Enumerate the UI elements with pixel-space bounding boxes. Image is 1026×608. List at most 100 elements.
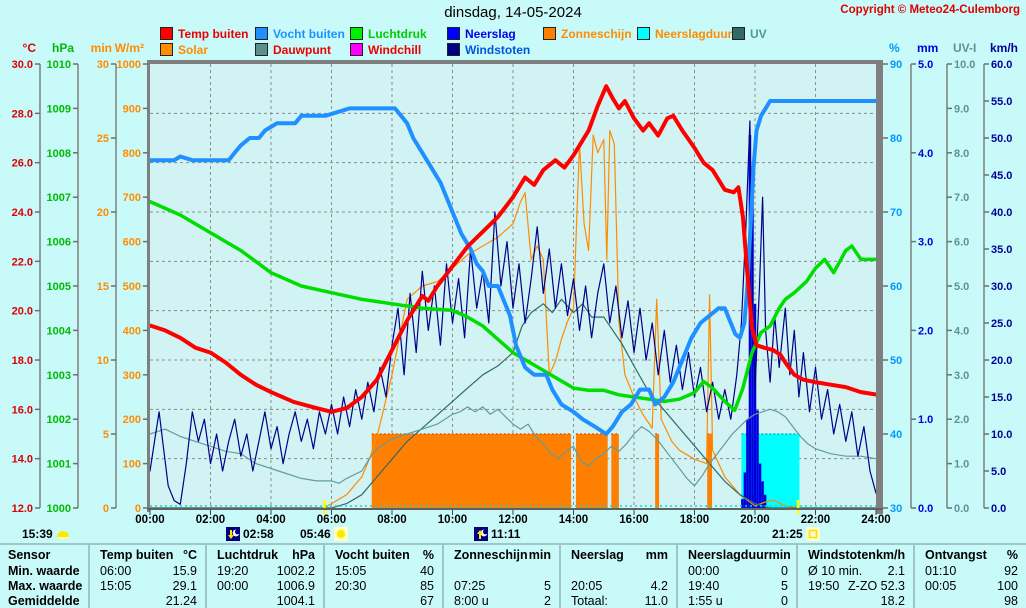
axis-tick-label: 1009 xyxy=(47,103,71,115)
legend-label: Zonneschijn xyxy=(561,26,632,41)
table-cell: 06:00 15.9 xyxy=(90,563,205,578)
table-cell: 07:25 5 xyxy=(444,578,559,593)
axis-tick-label: 0 xyxy=(135,503,141,515)
zonneschijn-block xyxy=(611,434,619,508)
zonneschijn-block xyxy=(655,434,660,508)
table-column-vocht-buiten: Vocht buiten% 15:05 40 20:30 85 67 xyxy=(323,545,442,608)
axis-tick-label: 80 xyxy=(890,133,902,145)
cell-value: 18.2 xyxy=(880,593,905,608)
table-column-windstoten: Windstoten km/h Ø 10 min. 2.1 19:50 Z-ZO 52.3… xyxy=(796,545,913,608)
cell-time: 00:00 xyxy=(217,578,249,593)
cell-time: 19:50 xyxy=(808,578,840,593)
legend-label: Vocht buiten xyxy=(273,26,345,41)
plot-border-bottom xyxy=(147,508,883,510)
axis-tick-label: 800 xyxy=(123,148,141,160)
legend-swatch-neerslag-icon xyxy=(447,27,460,40)
axis-tick-label: 18.0 xyxy=(12,355,33,367)
marker-21-25: 21:25 xyxy=(772,527,820,541)
axis-tick-label: 24:00 xyxy=(861,514,890,526)
stats-table: Sensor Min. waarde Max. waarde Gemiddelde Te… xyxy=(0,543,1026,608)
column-header: Zonneschijn xyxy=(454,547,528,562)
cell-time: 15:05 xyxy=(335,563,367,578)
axis-tick-label: 8.0 xyxy=(954,148,969,160)
table-cell: 00:00 0 xyxy=(678,563,796,578)
column-header: Neerslagduur xyxy=(688,547,769,562)
axis-tick-label: 1.0 xyxy=(918,414,933,426)
column-header: Windstoten xyxy=(808,547,876,562)
table-column-sensor: Sensor Min. waarde Max. waarde Gemiddelde xyxy=(0,545,88,608)
legend-swatch-neerslagduur-icon xyxy=(637,27,650,40)
column-unit: km/h xyxy=(875,547,906,562)
neerslag-bar xyxy=(753,303,757,508)
marker-time: 02:58 xyxy=(243,527,274,541)
legend-item-luchtdruk: Luchtdruk xyxy=(350,27,427,41)
zonneschijn-block xyxy=(371,434,572,508)
column-unit: % xyxy=(1006,547,1018,562)
marker-15-39: 15:39 xyxy=(22,527,70,541)
neerslag-bar xyxy=(761,481,764,508)
cell-time: 8:00 u xyxy=(454,593,489,608)
legend-swatch-luchtdruk-icon xyxy=(350,27,363,40)
axis-tick-label: 3.0 xyxy=(918,237,933,249)
cell-time: 07:25 xyxy=(454,578,486,593)
axis-tick-label: 0 xyxy=(103,503,109,515)
table-cell: 18.2 xyxy=(798,593,913,608)
axis-tick-label: 1002 xyxy=(47,414,71,426)
table-cell: 19:50 Z-ZO 52.3 xyxy=(798,578,913,593)
marker-05-46: 05:46 xyxy=(300,527,348,541)
table-cell: Ø 10 min. 2.1 xyxy=(798,563,913,578)
legend-label: Temp buiten xyxy=(178,26,249,41)
table-cell: Totaal: 11.0 xyxy=(561,593,676,608)
cell-time: 20:30 xyxy=(335,578,367,593)
moon-down-icon xyxy=(226,527,240,541)
column-header: Ontvangst xyxy=(925,547,987,562)
axis-tick-label: 700 xyxy=(123,192,141,204)
table-cell: 01:10 92 xyxy=(915,563,1026,578)
legend-item-windstoten: Windstoten xyxy=(447,43,530,57)
axis-tick-label: 10.0 xyxy=(991,429,1012,441)
column-header: Vocht buiten xyxy=(335,547,410,562)
windstoten-line xyxy=(149,120,877,505)
axis-tick-label: min xyxy=(91,41,112,55)
cell-time: 19:20 xyxy=(217,563,249,578)
axis-tick-label: 20.0 xyxy=(12,306,33,318)
axis-tick-label: 1000 xyxy=(47,503,71,515)
cell-value: 5 xyxy=(781,578,788,593)
cell-time: Ø 10 min. xyxy=(808,563,863,578)
cell-value: 0 xyxy=(781,593,788,608)
marker-11-11: 11:11 xyxy=(474,527,520,541)
neerslag-bar xyxy=(756,410,759,508)
neerslag-bar xyxy=(743,472,747,508)
marker-time: 11:11 xyxy=(491,527,521,541)
table-cell: 98 xyxy=(915,593,1026,608)
column-unit: % xyxy=(422,547,434,562)
legend-item-neerslagduur: Neerslagduur xyxy=(637,27,732,41)
axis-tick-label: mm xyxy=(917,41,938,55)
axis-tick-label: 7.0 xyxy=(954,192,969,204)
sun-icon xyxy=(333,527,348,541)
axis-tick-label: 1000 xyxy=(117,59,141,71)
axis-tick-label: 15.0 xyxy=(991,392,1012,404)
plot-border-top xyxy=(147,60,883,64)
axis-tick-label: 14:00 xyxy=(559,514,588,526)
axis-tick-label: 2.0 xyxy=(918,325,933,337)
cell-time: 01:10 xyxy=(925,563,957,578)
table-column-ontvangst: Ontvangst% 01:10 92 00:05 100 98 xyxy=(913,545,1026,608)
axis-tick-label: 15 xyxy=(97,281,109,293)
neerslag-bar xyxy=(746,419,749,508)
axis-tick-label: 2.0 xyxy=(954,414,969,426)
legend-item-dauwpunt: Dauwpunt xyxy=(255,43,331,57)
axis-tick-label: 3.0 xyxy=(954,370,969,382)
marker-time: 05:46 xyxy=(300,527,331,541)
table-header-cell: Windstoten km/h xyxy=(798,545,913,563)
neerslag-bar xyxy=(758,463,762,508)
axis-tick-label: 0.0 xyxy=(954,503,969,515)
cell-time: 20:05 xyxy=(571,578,603,593)
cell-value: 11.0 xyxy=(644,593,668,608)
axis-tick-label: 1008 xyxy=(47,148,71,160)
table-cell xyxy=(444,563,559,578)
axis-tick-label: 50 xyxy=(890,355,902,367)
axis-tick-label: °C xyxy=(23,41,37,55)
axis-tick-label: 50.0 xyxy=(991,133,1012,145)
